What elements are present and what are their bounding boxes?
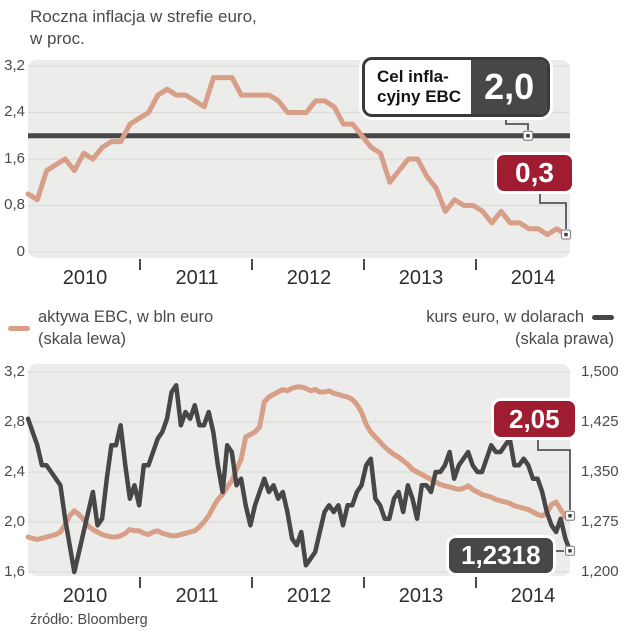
inflation-line [25,75,569,238]
y-axis-right-label: 1,350 [581,463,619,480]
y-axis-label: 2,4 [4,103,25,120]
x-axis-year: 2013 [398,585,444,607]
y-axis-right-label: 1,500 [581,363,619,380]
y-axis-right-label: 1,425 [581,413,619,430]
y-axis-label: 1,6 [4,150,25,167]
ecb-assets-line [25,384,573,542]
title-line-1: Roczna inflacja w strefie euro, [30,7,257,26]
source-note: źródło: Bloomberg [30,612,148,628]
x-tick [139,259,141,270]
ecb-target-badge-text: Cel infla- cyjny EBC [365,60,472,114]
legend-swatch-assets [8,318,30,336]
y-axis-label: 0 [16,243,25,260]
assets-value-badge: 2,05 [494,401,575,437]
x-tick [475,259,477,270]
x-axis-year: 2014 [510,267,556,289]
x-axis-year: 2010 [62,267,108,289]
y-axis-left-label: 1,6 [4,563,25,580]
x-axis-year: 2013 [398,267,444,289]
ecb-target-badge: Cel infla- cyjny EBC 2,0 [362,57,551,117]
ecb-target-badge-value: 2,0 [471,60,548,114]
inflation-chart-svg [25,65,570,253]
x-tick [251,577,253,588]
y-axis-label: 3,2 [4,57,25,74]
legend-euro-line2: (skala prawa) [514,330,614,348]
x-axis-year: 2011 [175,585,219,607]
assets-dash-icon [8,326,30,331]
y-axis-right-label: 1,200 [581,563,619,580]
legend-euro-line1: kurs euro, w dolarach [426,306,614,328]
y-axis-left-label: 2,8 [4,413,25,430]
page-title: Roczna inflacja w strefie euro, w proc. [30,6,257,50]
y-axis-right-label: 1,275 [581,513,619,530]
ecb-target-line [28,133,570,139]
legend-assets-line2: (skala lewa) [38,330,127,348]
x-tick [251,259,253,270]
x-axis-year: 2012 [286,585,332,607]
x-tick [363,577,365,588]
x-tick [475,577,477,588]
title-line-2: w proc. [30,29,85,48]
y-axis-left-label: 3,2 [4,363,25,380]
legend-assets: aktywa EBC, w bln euro (skala lewa) [38,306,213,350]
legend-assets-line1: aktywa EBC, w bln euro [38,308,214,326]
x-axis-year: 2012 [286,267,332,289]
inflation-value-badge: 0,3 [497,155,572,191]
x-axis-year: 2014 [510,585,556,607]
euro-value-badge: 1,2318 [449,538,553,573]
x-tick [363,259,365,270]
assets-euro-chart-svg [25,371,573,575]
y-axis-left-label: 2,4 [4,463,25,480]
legend-euro: kurs euro, w dolarach (skala prawa) [426,306,614,350]
x-axis-year: 2010 [62,585,108,607]
y-axis-label: 0,8 [4,196,25,213]
y-axis-left-label: 2,0 [4,513,25,530]
euro-rate-line [25,383,573,575]
x-axis-year: 2011 [175,267,219,289]
x-tick [139,577,141,588]
euro-dash-icon [592,315,614,321]
